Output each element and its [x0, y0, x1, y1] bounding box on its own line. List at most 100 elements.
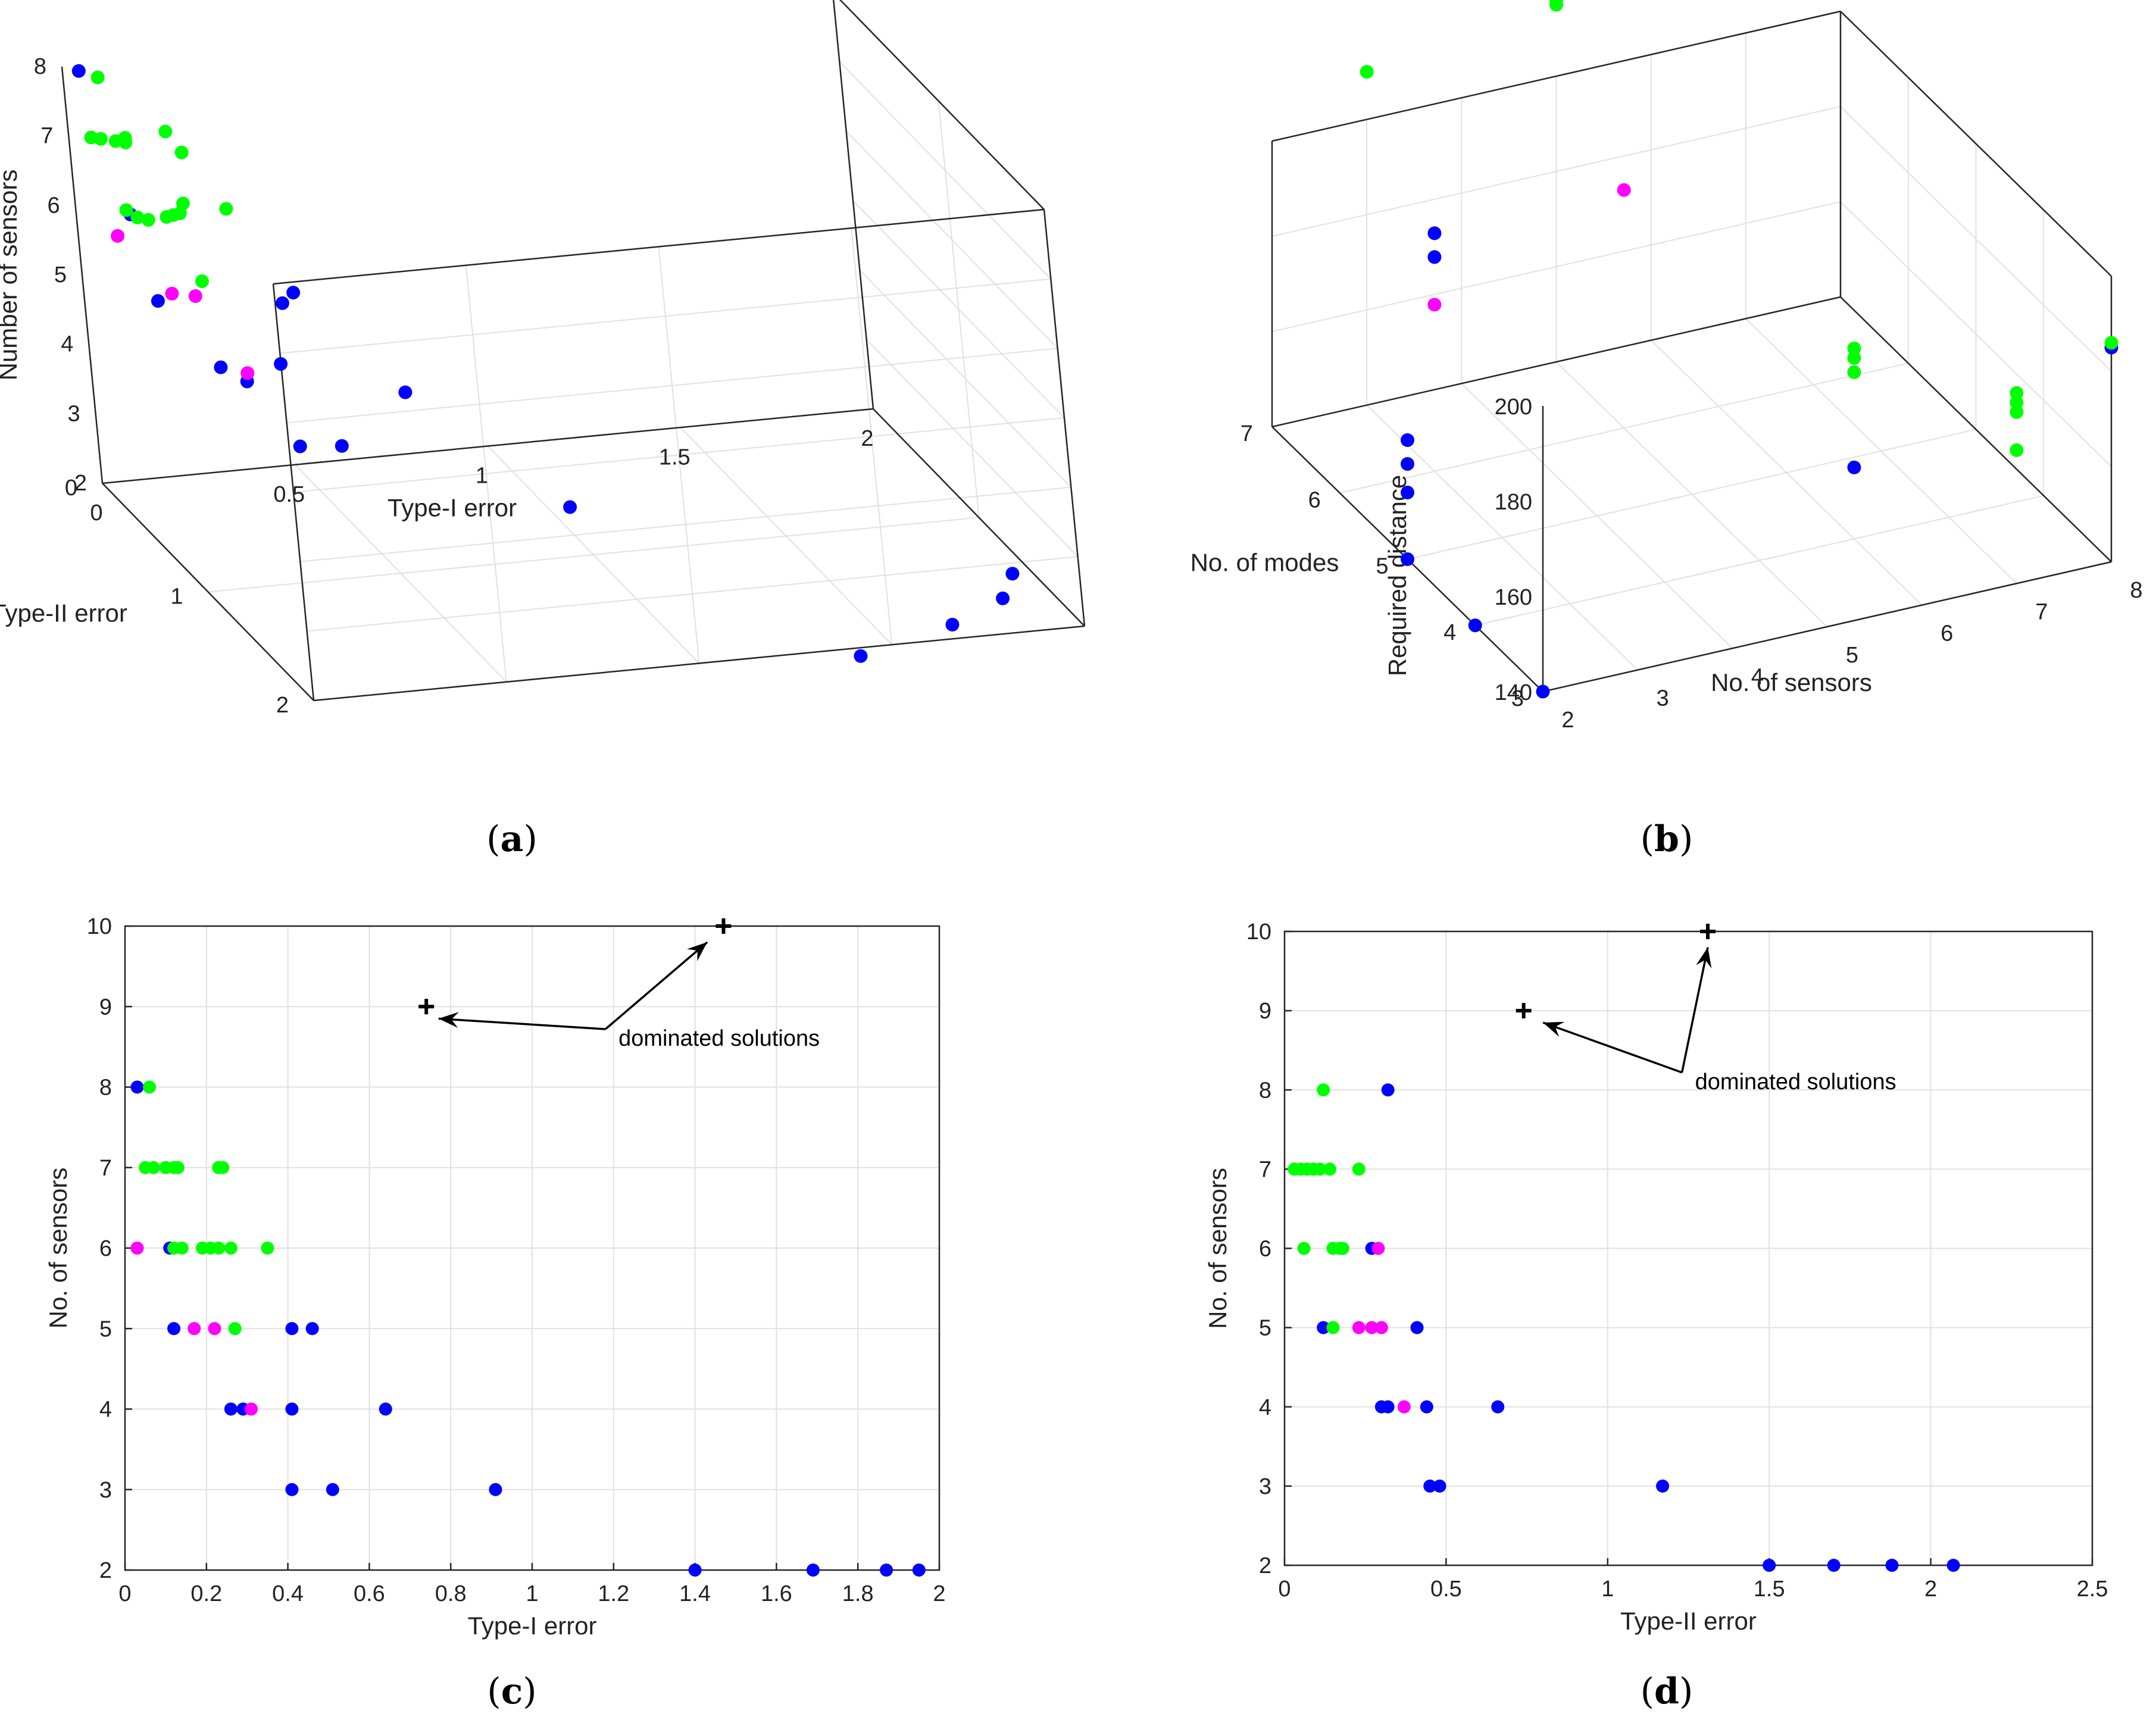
- axes-box: [1283, 930, 2093, 1566]
- point-dominated-0: [418, 999, 435, 1015]
- x-tick-label-0: 0: [1278, 1577, 1291, 1602]
- point-green-15: [219, 202, 233, 216]
- point-green-8: [1297, 1242, 1311, 1255]
- point-blue-7: [274, 357, 288, 371]
- x-tick-label-1: 0.5: [1430, 1577, 1462, 1602]
- point-green-14: [176, 196, 190, 211]
- x-tick-label-3: 0.6: [354, 1581, 385, 1606]
- z-tick-label-5: 7: [40, 124, 53, 149]
- point-blue-6: [1427, 250, 1442, 264]
- side-grid-z-3: [852, 200, 1065, 418]
- x-tick-label-2: 0.4: [272, 1581, 304, 1606]
- point-blue-8: [1423, 1479, 1437, 1493]
- y-tick-label-8: 10: [1246, 920, 1271, 945]
- y-tick-label-0: 0: [65, 476, 77, 501]
- annotation-arrowhead-0: [438, 1012, 459, 1028]
- y-tick-label-7: 9: [99, 995, 112, 1020]
- y-tick-label-1: 1: [170, 584, 183, 609]
- point-green-2: [1549, 0, 1563, 7]
- z-tick-label-3: 200: [1495, 395, 1532, 420]
- point-blue-1: [1468, 618, 1482, 633]
- point-magenta-0: [1427, 298, 1442, 312]
- x-tick-label-4: 6: [1941, 621, 1953, 646]
- point-blue-12: [854, 649, 868, 663]
- annotation-arrow-0: [1542, 1021, 1683, 1074]
- x-tick-label-6: 8: [2130, 578, 2142, 603]
- point-magenta-3: [245, 1402, 258, 1416]
- x-tick-label-0: 0: [90, 501, 102, 526]
- point-blue-4: [1401, 457, 1414, 471]
- y-tick-label-4: 6: [99, 1236, 112, 1261]
- point-blue-3: [275, 296, 289, 310]
- annotation-text: dominated solutions: [1695, 1070, 1896, 1095]
- point-green-5: [118, 130, 132, 145]
- point-blue-5: [224, 1402, 238, 1416]
- point-blue-7: [1427, 226, 1442, 240]
- point-blue-0: [71, 64, 86, 78]
- point-blue-0: [130, 1080, 144, 1094]
- point-magenta-3: [240, 366, 255, 380]
- y-tick-label-3: 5: [1259, 1316, 1271, 1341]
- point-green-6: [1323, 1162, 1336, 1176]
- point-blue-13: [1885, 1559, 1899, 1572]
- point-blue-3: [1410, 1321, 1424, 1334]
- y-axis-label: No. of sensors: [1204, 1168, 1232, 1329]
- point-blue-7: [285, 1402, 299, 1416]
- x-axis-label: Type-II error: [1620, 1607, 1757, 1635]
- annotation-arrowhead-0: [1543, 1021, 1565, 1037]
- point-blue-10: [1656, 1479, 1670, 1493]
- chart-c-scatter: 0 0.2 0.4 0.6 0.8 1 1.2 1.4 1.6 1.8 2 2 3 4 5 6 7 8 9 10 Typ…: [44, 914, 946, 1640]
- x-tick-label-5: 7: [2035, 599, 2048, 624]
- x-tick-label-1: 0.5: [273, 482, 305, 507]
- axes-box: [124, 925, 940, 1571]
- point-blue-9: [293, 439, 307, 454]
- x-tick-label-2: 1: [476, 464, 488, 489]
- axes-edge-6: [1043, 209, 1086, 627]
- annotation-arrowhead-1: [1696, 947, 1712, 969]
- point-magenta-0: [111, 229, 125, 243]
- axes-edge-3: [873, 408, 1085, 627]
- y-tick-label-2: 5: [1376, 554, 1388, 579]
- point-green-2: [94, 132, 108, 146]
- point-green-10: [2104, 336, 2118, 350]
- point-blue-2: [1317, 1321, 1330, 1334]
- y-tick-label-4: 6: [1259, 1237, 1271, 1262]
- y-tick-label-7: 9: [1259, 999, 1271, 1024]
- x-axis-label: Type-I error: [467, 1612, 596, 1640]
- annotation-arrow-1: [1680, 947, 1709, 1073]
- y-tick-label-8: 10: [87, 914, 112, 939]
- x-tick-label-5: 2.5: [2077, 1577, 2108, 1602]
- z-tick-label-2: 4: [61, 332, 73, 357]
- x-tick-label-0: 2: [1561, 708, 1574, 733]
- point-blue-0: [1381, 1083, 1395, 1097]
- point-green-14: [261, 1242, 274, 1255]
- x-tick-label-1: 3: [1657, 686, 1669, 711]
- floor-grid-y-2: [1407, 429, 1976, 560]
- x-tick-label-7: 1.4: [679, 1581, 711, 1606]
- point-green-8: [1847, 341, 1861, 355]
- axes-edge-3: [1840, 296, 2112, 562]
- y-axis-label: No. of sensors: [44, 1168, 72, 1329]
- point-blue-3: [285, 1322, 299, 1336]
- point-green-9: [175, 1242, 189, 1255]
- x-tick-label-0: 0: [118, 1581, 131, 1606]
- point-blue-2: [167, 1322, 181, 1336]
- point-green-6: [174, 145, 189, 160]
- axes-edge-8: [273, 208, 1045, 285]
- point-green-2: [146, 1161, 160, 1174]
- point-blue-7: [1491, 1400, 1505, 1414]
- z-tick-label-1: 3: [68, 401, 80, 426]
- axes-edge-0: [102, 408, 874, 484]
- point-magenta-2: [188, 289, 202, 304]
- z-axis-label: Number of sensors: [0, 170, 22, 381]
- back-grid-z-4: [286, 348, 1058, 424]
- point-blue-4: [305, 1322, 319, 1336]
- y-tick-label-1: 3: [99, 1478, 112, 1503]
- back-grid-z-5: [280, 278, 1051, 354]
- point-green-7: [158, 124, 173, 139]
- chart-d-scatter: 0 0.5 1 1.5 2 2.5 2 3 4 5 6 7 8 9 10 Type-II error No. o…: [1204, 920, 2108, 1635]
- point-blue-13: [806, 1564, 820, 1577]
- axes-edge-9: [1840, 11, 2112, 277]
- point-green-15: [228, 1322, 242, 1336]
- side-grid-z-1: [865, 339, 1079, 558]
